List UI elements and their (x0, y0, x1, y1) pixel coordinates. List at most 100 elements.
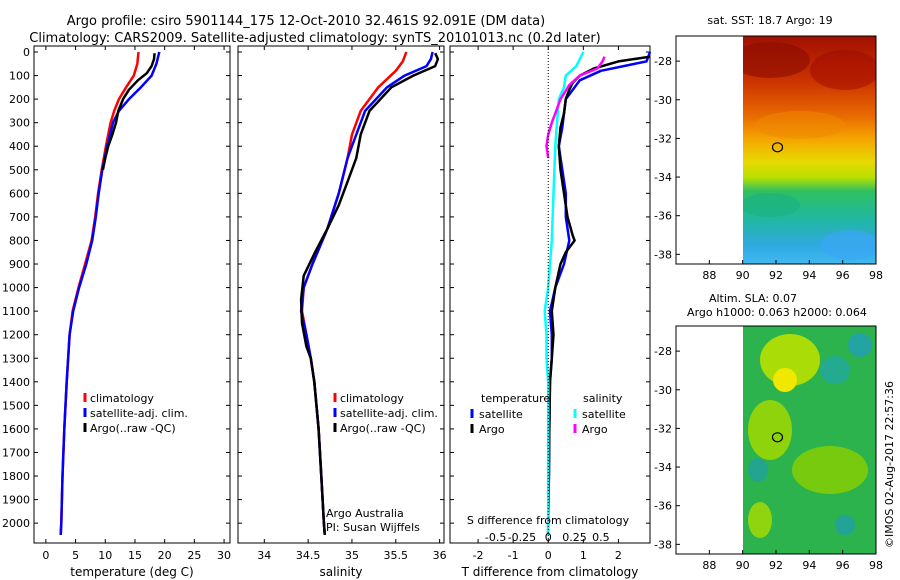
legend-label: climatology (340, 392, 404, 405)
map-x-tick-label: 98 (869, 269, 883, 282)
legend-label: Argo (479, 423, 505, 436)
y-tick-label: 300 (9, 117, 30, 130)
y-tick-label: 900 (9, 258, 30, 271)
legend-label: climatology (90, 392, 154, 405)
map-x-tick-label: 90 (736, 269, 750, 282)
map-y-tick-label: -38 (654, 538, 672, 551)
series-line-argo-raw-qc- (101, 53, 156, 171)
map-x-tick-label: 96 (836, 269, 850, 282)
header-line1: Argo profile: csiro 5901144_175 12-Oct-2… (67, 14, 545, 29)
legend-label: satellite (582, 408, 626, 421)
x-axis-label: temperature (deg C) (70, 565, 193, 579)
map-y-tick-label: -28 (654, 55, 672, 68)
y-tick-label: 200 (9, 93, 30, 106)
series-line-argo-raw-qc- (299, 52, 440, 535)
legend-label: satellite-adj. clim. (340, 407, 438, 420)
sst-warm-patch (810, 50, 876, 90)
x-tick-label: 15 (128, 549, 142, 562)
sla-map-title: Altim. SLA: 0.07 (709, 292, 797, 305)
map-y-tick-label: -30 (654, 384, 672, 397)
legend-title-temperature: temperature (481, 392, 550, 405)
salinity-frame (237, 45, 445, 544)
legend-label: satellite-adj. clim. (90, 407, 188, 420)
salinity-tick-label: -0.25 (508, 531, 536, 544)
sst-heatmap (743, 36, 876, 264)
legend-label: Argo (582, 423, 608, 436)
series-line-climatology (59, 51, 140, 535)
y-tick-label: 800 (9, 234, 30, 247)
argo-position-marker (771, 142, 784, 153)
legend-label: Argo(..raw -QC) (90, 422, 176, 435)
sst-cool-patch (820, 230, 876, 260)
header-line2: Climatology: CARS2009. Satellite-adjuste… (29, 31, 601, 46)
x-tick-label: 35.5 (384, 549, 409, 562)
credit-text: Argo Australia (326, 507, 404, 520)
map-y-tick-label: -36 (654, 210, 672, 223)
y-tick-label: 1100 (2, 305, 30, 318)
sla-low-patch (835, 515, 855, 535)
y-tick-label: 500 (9, 164, 30, 177)
series-line-t-argo (546, 55, 651, 535)
series-line-satellite-adj-clim- (59, 51, 161, 535)
series-line-s-argo (545, 56, 606, 159)
sla-heatmap (743, 326, 876, 554)
series-line-t-satellite (546, 51, 652, 535)
argo-position-marker (771, 432, 784, 443)
sla-high-patch (748, 502, 772, 538)
sst-mid-patch (755, 111, 845, 139)
x-tick-label: 5 (72, 549, 79, 562)
y-tick-label: 100 (9, 70, 30, 83)
temperature-panel: 0100200300400500600700800900100011001200… (2, 45, 231, 579)
map-x-tick-label: 92 (769, 269, 783, 282)
sla-low-patch (748, 458, 768, 482)
map-y-tick-label: -36 (654, 500, 672, 513)
sst-map-title: sat. SST: 18.7 Argo: 19 (707, 14, 832, 27)
map-x-tick-label: 94 (802, 269, 816, 282)
y-tick-label: 1500 (2, 399, 30, 412)
map-y-tick-label: -32 (654, 422, 672, 435)
map-y-tick-label: -38 (654, 248, 672, 261)
sst-cool-patch (743, 193, 800, 217)
y-tick-label: 2000 (2, 517, 30, 530)
x-tick-label: 34.5 (296, 549, 321, 562)
x-axis-label: salinity (319, 565, 362, 579)
sst-warm-patch (743, 42, 810, 78)
y-tick-label: 1300 (2, 352, 30, 365)
x-tick-label: 0 (545, 549, 552, 562)
map-y-tick-label: -30 (654, 94, 672, 107)
difference-frame (449, 45, 651, 544)
legend-title-salinity: salinity (583, 392, 623, 405)
map-x-tick-label: 88 (702, 269, 716, 282)
sla-map-panel: Altim. SLA: 0.07 Argo h1000: 0.063 h2000… (654, 292, 883, 572)
map-x-tick-label: 94 (802, 559, 816, 572)
sla-low-patch (820, 356, 850, 384)
map-x-tick-label: 98 (869, 559, 883, 572)
y-tick-label: 1000 (2, 282, 30, 295)
sla-high-patch (792, 446, 868, 494)
x-tick-label: 2 (615, 549, 622, 562)
y-tick-label: 1800 (2, 470, 30, 483)
x-tick-label: 10 (98, 549, 112, 562)
salinity-tick-label: 0 (545, 531, 552, 544)
salinity-tick-label: 0.25 (562, 531, 587, 544)
map-x-tick-label: 88 (702, 559, 716, 572)
salinity-axis-label: S difference from climatology (467, 514, 630, 527)
legend-label: satellite (479, 408, 523, 421)
x-tick-label: 1 (580, 549, 587, 562)
map-y-tick-label: -34 (654, 171, 672, 184)
x-tick-label: 36 (433, 549, 447, 562)
map-x-tick-label: 92 (769, 559, 783, 572)
y-tick-label: 700 (9, 211, 30, 224)
map-y-tick-label: -34 (654, 461, 672, 474)
y-tick-label: 400 (9, 140, 30, 153)
x-axis-label: T difference from climatology (461, 565, 639, 579)
difference-panel: -2 -1 0 1 2 T difference from climatology -0.5… (449, 45, 652, 579)
salinity-tick-label: -0.5 (485, 531, 506, 544)
map-x-tick-label: 90 (736, 559, 750, 572)
x-tick-label: 35 (345, 549, 359, 562)
sla-map-subtitle: Argo h1000: 0.063 h2000: 0.064 (687, 306, 867, 319)
x-tick-label: 25 (187, 549, 201, 562)
timestamp-text: ©IMOS 02-Aug-2017 22:57:36 (883, 381, 896, 548)
y-tick-label: 0 (23, 46, 30, 59)
legend-label: Argo(..raw -QC) (340, 422, 426, 435)
